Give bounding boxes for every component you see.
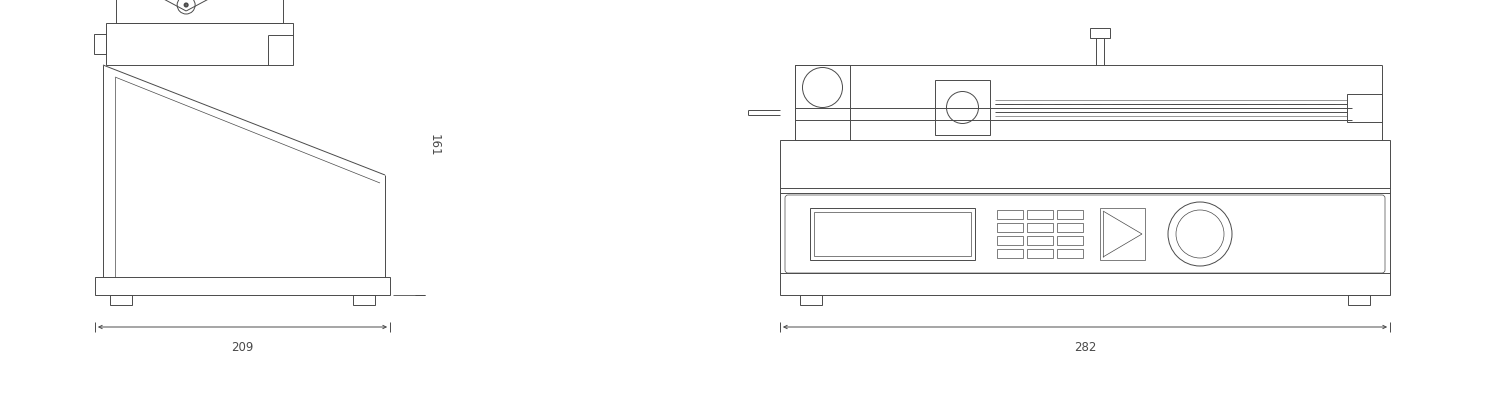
Bar [106,23,293,65]
Bar [352,295,375,305]
Bar [813,212,971,256]
Bar [810,208,975,260]
Bar [1057,210,1083,219]
Bar [1057,249,1083,258]
Bar [800,295,822,305]
Bar [94,34,106,54]
Bar [796,65,851,140]
Bar [1057,223,1083,232]
Text: 161: 161 [428,134,442,156]
Bar [1057,236,1083,245]
Text: 209: 209 [232,341,254,354]
Bar [996,223,1023,232]
Bar [1028,249,1053,258]
Bar [1028,210,1053,219]
Bar [1090,28,1111,38]
Bar [935,80,990,135]
Text: 282: 282 [1074,341,1096,354]
Bar [1100,208,1145,260]
Bar [95,277,390,295]
Bar [1028,236,1053,245]
Bar [996,210,1023,219]
Bar [110,295,132,305]
Bar [996,236,1023,245]
Bar [116,0,283,23]
Bar [781,140,1390,295]
Bar [1349,295,1370,305]
Bar [1347,94,1381,122]
Bar [1028,223,1053,232]
Bar [996,249,1023,258]
